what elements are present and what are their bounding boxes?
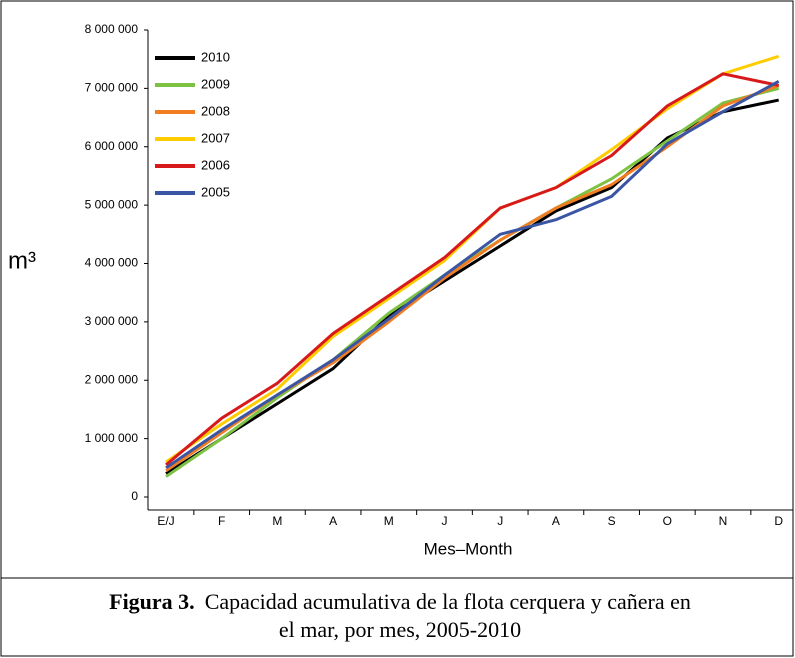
- y-tick-label: 6 000 000: [85, 139, 139, 153]
- x-tick-label: M: [272, 514, 282, 528]
- y-tick-label: 8 000 000: [85, 22, 139, 36]
- legend-label: 2008: [201, 103, 230, 118]
- legend-label: 2007: [201, 130, 230, 145]
- caption-line: Figura 3. Capacidad acumulativa de la flo…: [109, 589, 691, 614]
- x-tick-label: A: [552, 514, 560, 528]
- y-tick-label: 7 000 000: [85, 81, 139, 95]
- y-axis-label: m³: [8, 247, 36, 274]
- y-tick-label: 2 000 000: [85, 372, 139, 386]
- series-line: [165, 72, 780, 467]
- x-tick-label: D: [774, 514, 783, 528]
- x-axis-label: Mes–Month: [424, 539, 513, 558]
- legend-label: 2006: [201, 157, 230, 172]
- y-tick-label: 4 000 000: [85, 256, 139, 270]
- x-tick-label: J: [442, 514, 448, 528]
- x-tick-label: N: [719, 514, 728, 528]
- legend-label: 2009: [201, 76, 230, 91]
- x-tick-label: E/J: [157, 514, 174, 528]
- series-line: [165, 98, 780, 475]
- y-tick-label: 3 000 000: [85, 314, 139, 328]
- x-tick-label: A: [329, 514, 337, 528]
- legend-label: 2005: [201, 184, 230, 199]
- x-tick-label: F: [218, 514, 225, 528]
- x-tick-label: O: [663, 514, 672, 528]
- x-tick-label: J: [497, 514, 503, 528]
- x-tick-label: M: [384, 514, 394, 528]
- x-tick-label: S: [608, 514, 616, 528]
- y-tick-label: 5 000 000: [85, 197, 139, 211]
- legend-label: 2010: [201, 49, 230, 64]
- caption-label: Figura 3.: [109, 589, 195, 614]
- y-tick-label: 1 000 000: [85, 431, 139, 445]
- series-line: [165, 80, 780, 470]
- caption-line: el mar, por mes, 2005-2010: [279, 617, 521, 642]
- caption-text: Capacidad acumulativa de la flota cerque…: [205, 589, 691, 614]
- y-tick-label: 0: [131, 489, 138, 503]
- series-line: [165, 86, 780, 478]
